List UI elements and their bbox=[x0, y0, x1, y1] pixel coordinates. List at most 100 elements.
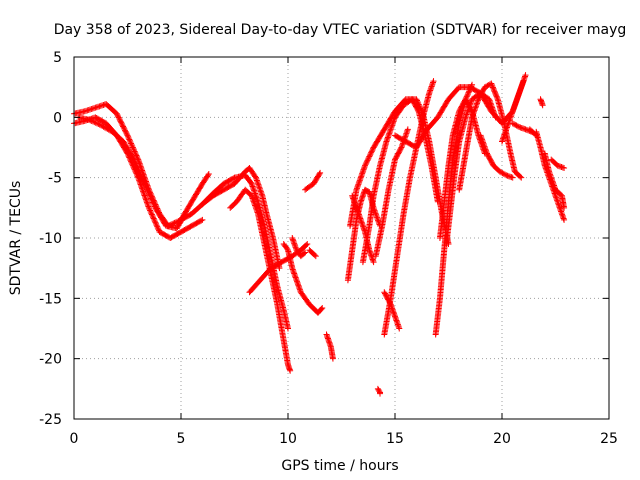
y-tick-label: -20 bbox=[39, 352, 62, 368]
sdtvar-point bbox=[133, 163, 140, 170]
sdtvar-point bbox=[103, 125, 110, 132]
sdtvar-point bbox=[140, 178, 147, 185]
sdtvar-point bbox=[128, 141, 135, 148]
sdtvar-point bbox=[113, 110, 120, 117]
sdtvar-point bbox=[133, 161, 140, 168]
sdtvar-point bbox=[510, 121, 517, 128]
sdtvar-point bbox=[149, 199, 156, 206]
sdtvar-point bbox=[126, 137, 133, 144]
x-axis-label: GPS time / hours bbox=[281, 458, 398, 474]
sdtvar-point bbox=[130, 145, 137, 152]
sdtvar-point bbox=[153, 220, 160, 227]
sdtvar-point bbox=[138, 173, 145, 180]
chart-title: Day 358 of 2023, Sidereal Day-to-day VTE… bbox=[54, 22, 627, 38]
sdtvar-point bbox=[303, 242, 310, 249]
y-tick-label: -15 bbox=[39, 291, 62, 307]
sdtvar-point bbox=[561, 216, 568, 223]
sdtvar-point bbox=[498, 169, 505, 176]
sdtvar-point bbox=[369, 147, 376, 154]
sdtvar-point bbox=[492, 89, 499, 96]
sdtvar-point bbox=[170, 220, 177, 227]
sdtvar-point bbox=[304, 241, 311, 248]
sdtvar-point bbox=[488, 81, 495, 88]
sdtvar-point bbox=[139, 175, 146, 182]
sdtvar-point bbox=[145, 188, 152, 195]
sdtvar-point bbox=[115, 114, 122, 121]
sdtvar-point bbox=[434, 198, 441, 205]
sdtvar-point bbox=[496, 168, 503, 175]
sdtvar-point bbox=[230, 175, 237, 182]
sdtvar-point bbox=[465, 89, 472, 96]
sdtvar-point bbox=[198, 217, 205, 224]
sdtvar-point bbox=[131, 147, 138, 154]
sdtvar-point bbox=[148, 195, 155, 202]
sdtvar-point bbox=[115, 113, 122, 120]
sdtvar-point bbox=[493, 93, 500, 100]
sdtvar-point bbox=[481, 84, 488, 91]
sdtvar-point bbox=[514, 123, 521, 130]
sdtvar-point bbox=[149, 212, 156, 219]
sdtvar-point bbox=[490, 87, 497, 94]
x-tick-label: 15 bbox=[386, 431, 404, 447]
sdtvar-point bbox=[316, 171, 323, 178]
sdtvar-point bbox=[97, 122, 104, 129]
sdtvar-point bbox=[149, 198, 156, 205]
sdtvar-point bbox=[88, 117, 95, 124]
sdtvar-point bbox=[94, 120, 101, 127]
sdtvar-point bbox=[147, 208, 154, 215]
sdtvar-point bbox=[512, 121, 519, 128]
sdtvar-point bbox=[363, 160, 370, 167]
sdtvar-point bbox=[121, 127, 128, 134]
sdtvar-point bbox=[146, 191, 153, 198]
sdtvar-point bbox=[153, 222, 160, 229]
sdtvar-point bbox=[396, 325, 403, 332]
sdtvar-point bbox=[467, 85, 474, 92]
sdtvar-point bbox=[129, 144, 136, 151]
sdtvar-point bbox=[145, 204, 152, 211]
sdtvar-point bbox=[302, 249, 309, 256]
sdtvar-point bbox=[143, 184, 150, 191]
sdtvar-point bbox=[135, 167, 142, 174]
sdtvar-point bbox=[124, 132, 131, 139]
sdtvar-point bbox=[106, 127, 113, 134]
x-tick-label: 0 bbox=[70, 431, 79, 447]
sdtvar-point bbox=[252, 173, 259, 180]
sdtvar-point bbox=[171, 219, 178, 226]
sdtvar-point bbox=[362, 161, 369, 168]
sdtvar-point bbox=[89, 118, 96, 125]
sdtvar-point bbox=[144, 187, 151, 194]
sdtvar-point bbox=[509, 120, 516, 127]
sdtvar-point bbox=[489, 83, 496, 90]
sdtvar-point bbox=[492, 91, 499, 98]
sdtvar-point bbox=[363, 158, 370, 165]
sdtvar-point bbox=[141, 179, 148, 186]
sdtvar-point bbox=[150, 215, 157, 222]
sdtvar-point bbox=[467, 84, 474, 91]
sdtvar-point bbox=[489, 84, 496, 91]
sdtvar-point bbox=[96, 121, 103, 128]
sdtvar-point bbox=[122, 128, 129, 135]
x-tick-label: 20 bbox=[493, 431, 511, 447]
sdtvar-point bbox=[129, 143, 136, 150]
sdtvar-point bbox=[414, 107, 421, 114]
sdtvar-point bbox=[329, 355, 336, 362]
sdtvar-point bbox=[138, 172, 145, 179]
sdtvar-point bbox=[368, 149, 375, 156]
sdtvar-point bbox=[95, 120, 102, 127]
sdtvar-point bbox=[377, 390, 384, 397]
sdtvar-point bbox=[92, 119, 99, 126]
sdtvar-point bbox=[370, 259, 377, 266]
sdtvar-point bbox=[126, 136, 133, 143]
sdtvar-point bbox=[148, 210, 155, 217]
sdtvar-point bbox=[142, 183, 149, 190]
sdtvar-point bbox=[150, 214, 157, 221]
sdtvar-point bbox=[118, 119, 125, 126]
sdtvar-point bbox=[539, 102, 546, 109]
sdtvar-point bbox=[522, 72, 529, 79]
sdtvar-point bbox=[490, 85, 497, 92]
sdtvar-point bbox=[143, 186, 150, 193]
sdtvar-point bbox=[127, 139, 134, 146]
sdtvar-point bbox=[285, 325, 291, 332]
sdtvar-point bbox=[366, 153, 373, 160]
